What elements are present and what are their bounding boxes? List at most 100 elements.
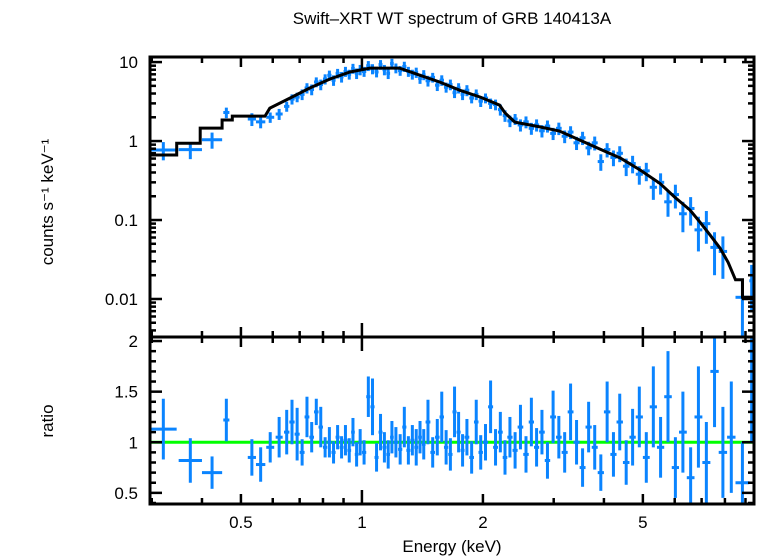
ratio-data-point bbox=[664, 351, 672, 443]
spectrum-data-point bbox=[386, 68, 391, 80]
ratio-data-point bbox=[579, 448, 586, 487]
ratio-data-point bbox=[556, 415, 562, 459]
spectrum-data-point bbox=[343, 66, 348, 77]
ratio-data-point bbox=[448, 438, 453, 471]
spectrum-panel: 0.01 0.1 1 10 counts s⁻¹ keV⁻¹ bbox=[38, 53, 754, 337]
spectrum-data-point bbox=[679, 201, 687, 233]
ratio-data-point bbox=[351, 417, 355, 447]
y-tick-label: 0.5 bbox=[114, 484, 138, 503]
ratio-data-point bbox=[347, 438, 352, 463]
x-tick-label: 1 bbox=[357, 513, 366, 532]
ratio-data-point bbox=[309, 422, 315, 453]
ratio-data-point bbox=[610, 432, 617, 477]
x-tick-label: 0.5 bbox=[229, 513, 253, 532]
spectrum-y-ticks: 0.01 0.1 1 10 bbox=[105, 53, 754, 332]
spectrum-data-point bbox=[150, 142, 177, 161]
ratio-data-point bbox=[314, 398, 319, 426]
ratio-data-point bbox=[378, 413, 383, 451]
ratio-data-point bbox=[464, 418, 470, 456]
spectrum-data-point bbox=[603, 143, 611, 158]
ratio-data-point bbox=[517, 404, 524, 450]
y-tick-label: 0.1 bbox=[114, 211, 138, 230]
ratio-data-point bbox=[406, 436, 411, 465]
ratio-data-point bbox=[150, 398, 177, 460]
y-tick-label: 1.5 bbox=[114, 383, 138, 402]
spectrum-y-axis-title: counts s⁻¹ keV⁻¹ bbox=[38, 138, 57, 265]
x-tick-label: 2 bbox=[478, 513, 487, 532]
ratio-data-point bbox=[284, 409, 290, 455]
spectrum-data-point bbox=[464, 85, 470, 97]
ratio-data-point bbox=[727, 381, 736, 493]
ratio-data-point bbox=[255, 447, 266, 482]
ratio-data-point bbox=[374, 443, 379, 472]
ratio-data-point bbox=[488, 380, 494, 434]
y-tick-label: 2 bbox=[129, 332, 138, 351]
spectrum-data-point bbox=[642, 162, 650, 182]
ratio-data-point bbox=[343, 425, 348, 456]
ratio-data-point bbox=[534, 428, 540, 467]
model-step-line bbox=[150, 66, 754, 299]
y-tick-label: 0.01 bbox=[105, 290, 138, 309]
ratio-data-point bbox=[435, 418, 440, 456]
spectrum-data-point bbox=[284, 101, 290, 112]
ratio-data-point bbox=[642, 432, 650, 483]
ratio-data-point bbox=[443, 430, 449, 465]
ratio-data-point bbox=[430, 437, 436, 468]
ratio-data-point bbox=[473, 399, 479, 445]
x-axis-title: Energy (keV) bbox=[402, 537, 501, 556]
ratio-data-point bbox=[502, 440, 508, 475]
ratio-data-point bbox=[439, 391, 444, 443]
ratio-data-point bbox=[616, 393, 623, 451]
spectrum-data-point bbox=[223, 107, 230, 119]
ratio-data-point bbox=[425, 399, 431, 445]
spectrum-data-point bbox=[556, 122, 562, 136]
ratio-data-point bbox=[603, 381, 611, 443]
spectrum-data-point bbox=[275, 108, 283, 120]
ratio-data-point bbox=[460, 434, 465, 467]
spectrum-data-point bbox=[382, 64, 387, 76]
spectrum-data-point bbox=[266, 112, 275, 123]
ratio-data-point bbox=[710, 337, 719, 428]
ratio-data-point bbox=[671, 437, 680, 498]
ratio-data-point bbox=[390, 421, 394, 454]
ratio-data-point bbox=[201, 456, 223, 489]
ratio-data-point bbox=[493, 429, 498, 466]
ratio-data-point bbox=[679, 391, 687, 473]
ratio-data-point bbox=[635, 386, 643, 448]
ratio-data-point bbox=[456, 411, 461, 453]
ratio-data-point bbox=[649, 366, 657, 448]
ratio-data-point bbox=[567, 383, 574, 441]
ratio-data-point bbox=[539, 409, 545, 455]
y-tick-label: 1 bbox=[129, 132, 138, 151]
ratio-data-point bbox=[528, 397, 535, 447]
spectrum-data-point bbox=[523, 116, 529, 129]
ratio-data-point bbox=[482, 424, 489, 461]
ratio-data-point bbox=[382, 432, 387, 463]
spectrum-data-point bbox=[544, 120, 551, 133]
ratio-data-point bbox=[702, 422, 711, 503]
y-tick-label: 10 bbox=[119, 53, 138, 72]
spectrum-data-point bbox=[649, 178, 657, 200]
ratio-data-point bbox=[597, 454, 604, 491]
ratio-data-point bbox=[178, 438, 202, 483]
ratio-data-point bbox=[223, 398, 230, 442]
ratio-data-point bbox=[299, 439, 305, 466]
ratio-data-point bbox=[512, 432, 518, 469]
ratio-data-point bbox=[469, 441, 474, 474]
ratio-data-point bbox=[591, 425, 598, 470]
ratio-y-axis-title: ratio bbox=[38, 404, 57, 437]
ratio-data-point bbox=[402, 406, 407, 448]
spectrum-data-point bbox=[255, 116, 266, 129]
ratio-data-point bbox=[339, 436, 344, 459]
ratio-panel: 0.5 1 1.5 2 ratio bbox=[38, 332, 754, 505]
ratio-data-point bbox=[718, 406, 728, 498]
spectrum-data-points bbox=[150, 58, 754, 337]
ratio-data-point bbox=[694, 366, 703, 468]
ratio-y-ticks: 0.5 1 1.5 2 bbox=[114, 332, 754, 505]
ratio-data-point bbox=[366, 376, 371, 417]
x-tick-label: 5 bbox=[638, 513, 647, 532]
ratio-data-point bbox=[561, 432, 568, 473]
ratio-data-point bbox=[544, 442, 551, 479]
ratio-data-point bbox=[421, 429, 426, 460]
